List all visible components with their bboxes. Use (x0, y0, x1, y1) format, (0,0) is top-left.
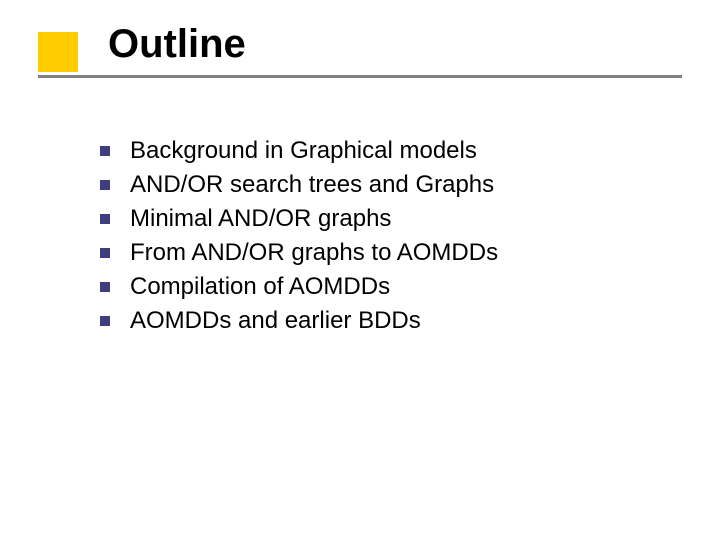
list-item: Compilation of AOMDDs (100, 272, 660, 302)
square-bullet-icon (100, 214, 110, 224)
list-item: Minimal AND/OR graphs (100, 204, 660, 234)
square-bullet-icon (100, 282, 110, 292)
square-bullet-icon (100, 180, 110, 190)
list-item-text: From AND/OR graphs to AOMDDs (130, 238, 498, 268)
list-item-text: AND/OR search trees and Graphs (130, 170, 494, 200)
title-underline (38, 75, 682, 78)
list-item-text: Compilation of AOMDDs (130, 272, 390, 302)
accent-square (38, 32, 78, 72)
list-item: AND/OR search trees and Graphs (100, 170, 660, 200)
list-item: Background in Graphical models (100, 136, 660, 166)
list-item: From AND/OR graphs to AOMDDs (100, 238, 660, 268)
list-item-text: Minimal AND/OR graphs (130, 204, 391, 234)
list-item-text: Background in Graphical models (130, 136, 477, 166)
title-bar: Outline (0, 22, 720, 78)
list-item: AOMDDs and earlier BDDs (100, 306, 660, 336)
list-item-text: AOMDDs and earlier BDDs (130, 306, 421, 336)
outline-list: Background in Graphical models AND/OR se… (100, 136, 660, 340)
square-bullet-icon (100, 248, 110, 258)
square-bullet-icon (100, 146, 110, 156)
square-bullet-icon (100, 316, 110, 326)
slide: Outline Background in Graphical models A… (0, 0, 720, 540)
slide-title: Outline (108, 22, 246, 67)
